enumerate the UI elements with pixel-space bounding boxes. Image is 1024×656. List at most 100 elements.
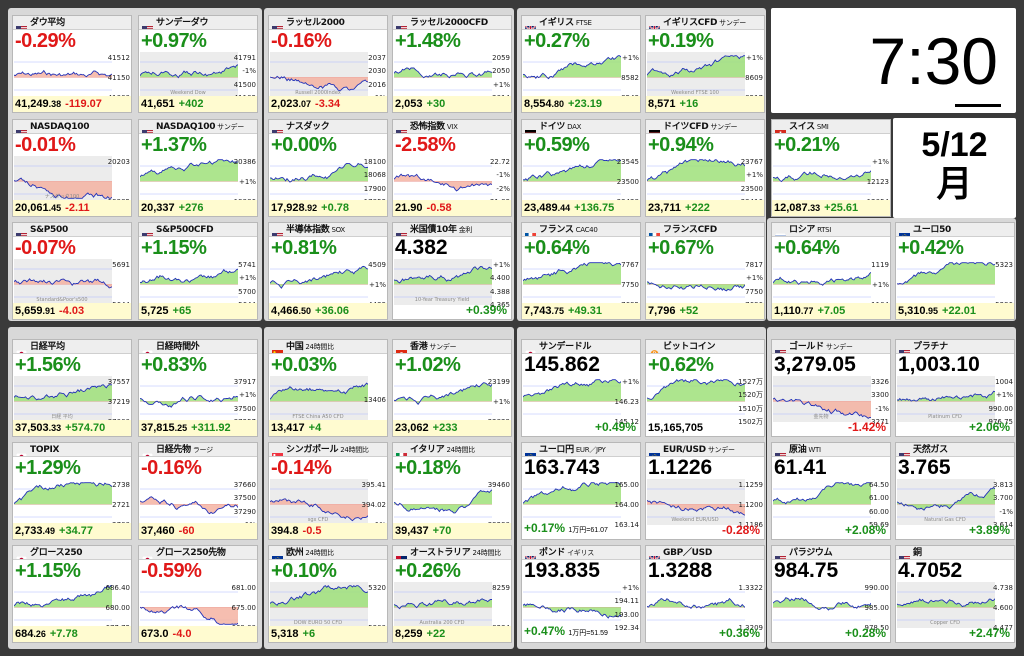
axis-label: 1.1186 xyxy=(738,521,764,529)
card-header: ラッセル2000 xyxy=(269,16,387,30)
price-highlight xyxy=(13,523,131,539)
ticker-card-eurjpy[interactable]: ユーロ円 EUR／JPY 165.00 164.00 163.14 163.743 +0.1… xyxy=(521,442,641,540)
axis-label: 394.02 xyxy=(361,501,387,509)
sparkline: Weekend FTSE 100 xyxy=(647,52,745,98)
ticker-sub: 24時間比 xyxy=(305,343,334,351)
ticker-value: 61.41 xyxy=(774,456,827,479)
ticker-card-pall[interactable]: パラジウム 990.00 985.00 978.50 984.75 +0.28% xyxy=(771,545,891,643)
sparkline xyxy=(647,156,745,202)
ticker-card-plat[interactable]: プラチナ Platinum CFD 1004 +1% 990.00 976.75 1,003… xyxy=(895,339,1015,437)
ticker-name: グロース250先物 xyxy=(156,548,226,558)
ticker-price: 7,796 +52 xyxy=(648,305,699,317)
ticker-change: +222 xyxy=(685,202,710,214)
ticker-card-n225x[interactable]: 日経時間外37917+1%3750037257+0.83%37,815.25+3… xyxy=(138,339,258,437)
card-header: イタリア 24時間比 xyxy=(393,443,511,457)
ticker-change-pct: +0.47% 1万円=51.59 xyxy=(524,624,608,638)
sparkline xyxy=(773,582,871,628)
axis-label: 3.813 xyxy=(992,481,1013,489)
ticker-card-it[interactable]: イタリア24時間比3946039290+0.18%39,437+70 xyxy=(392,442,512,540)
ticker-sub: サンデー xyxy=(429,343,457,351)
ticker-card-spx[interactable]: S&P500Standard&Poor's50056915644-0.07%5,… xyxy=(12,222,132,320)
axis-label: +1% xyxy=(493,398,510,406)
ticker-card-g250f[interactable]: グロース250先物681.00675.00669.00-0.59%673.0-4… xyxy=(138,545,258,643)
card-header: NASDAQ100 xyxy=(13,120,131,134)
ticker-card-gbpjpy[interactable]: ポンド イギリス +1% 194.11 193.00 192.34 193.835 +0.47… xyxy=(521,545,641,643)
axis-label: 5320 xyxy=(368,584,386,592)
ticker-change: +22 xyxy=(426,628,446,640)
ticker-change: +52 xyxy=(679,305,699,317)
ticker-card-ndx[interactable]: NASDAQ100ナスダック1002020319985-0.01%20,061.… xyxy=(12,119,132,217)
ticker-change: +34.77 xyxy=(59,525,93,537)
ticker-change: +4 xyxy=(308,422,322,434)
ticker-change: +6 xyxy=(302,628,316,640)
ticker-value: 1,003.10 xyxy=(898,353,980,376)
ticker-card-us10y[interactable]: 米国債10年 金利 10-Year Treasury Yield +1% 4.400 4.… xyxy=(392,222,512,320)
ticker-card-gold[interactable]: ゴールド サンデー 金先物 3326 3300 -1% 3271 3,279.05 -1.42% xyxy=(771,339,891,437)
axis-label: 7750 xyxy=(621,281,639,289)
axis-label: 64.50 xyxy=(868,481,889,489)
card-header: 日経時間外 xyxy=(139,340,257,354)
axis-label: 7767 xyxy=(621,261,639,269)
flag-us-icon xyxy=(16,19,27,29)
axis-label: 3.700 xyxy=(992,494,1013,502)
ticker-card-gbpusd[interactable]: GBP／USD 1.3322 1.3209 1.3288 +0.36% xyxy=(645,545,765,643)
ticker-card-daxf[interactable]: ドイツCFDサンデー23767+1%2350023416+0.94%23,711… xyxy=(645,119,765,217)
ticker-sub: EUR／JPY xyxy=(575,446,606,454)
ticker-change-pct: +1.15% xyxy=(141,237,207,259)
sparkline xyxy=(394,479,492,525)
ticker-card-cac[interactable]: フランスCAC40776777507695+0.64%7,743.75+49.3… xyxy=(521,222,641,320)
sparkline: Copper CFD xyxy=(897,582,995,628)
ticker-name: ビットコイン xyxy=(663,342,716,352)
ticker-card-dax[interactable]: ドイツDAX235452350023428+0.59%23,489.44+136… xyxy=(521,119,641,217)
ticker-change-pct: +2.06% xyxy=(968,420,1010,434)
ticker-change-pct: +0.21% xyxy=(774,134,840,156)
ticker-sub: サンデー xyxy=(217,123,244,131)
ticker-sub: イギリス xyxy=(567,549,594,557)
sparkline xyxy=(394,376,492,422)
axis-label: 4509 xyxy=(368,261,386,269)
ticker-price: 39,437 +70 xyxy=(395,525,452,537)
ticker-card-usdjpyw[interactable]: サンデードル +1% 146.23 145.12 145.862 +0.49% xyxy=(521,339,641,437)
ticker-card-nasdaq[interactable]: ナスダック18100180681790017853+0.00%17,928.92… xyxy=(268,119,388,217)
ticker-card-cn[interactable]: 中国 24時間比 FTSE China A50 CFD 13406 +0.03% 13,4… xyxy=(268,339,388,437)
ticker-card-eurusd[interactable]: EUR/USD サンデー Weekend EUR/USD 1.1259 1.1200 1.… xyxy=(645,442,765,540)
axis-label: +1% xyxy=(872,158,889,166)
ticker-card-topix[interactable]: TOPIX273827212700+1.29%2,733.49+34.77 xyxy=(12,442,132,540)
ticker-card-g250[interactable]: グロース250686.40680.00677.72+1.15%684.26+7.… xyxy=(12,545,132,643)
ticker-card-dow[interactable]: ダウ平均415124115041000-0.29%41,249.38-119.0… xyxy=(12,15,132,113)
ticker-card-wti[interactable]: 原油 WTI 64.50 61.00 60.00 59.69 61.41 +2.08% xyxy=(771,442,891,540)
ticker-change-pct: -0.07% xyxy=(15,237,76,259)
ticker-card-btc[interactable]: B ビットコイン 1527万 1520万 1510万 1502万 +0.62% 15,165,… xyxy=(645,339,765,437)
ticker-name: S&P500 xyxy=(30,225,68,235)
price-highlight xyxy=(522,200,640,216)
axis-label: -1% xyxy=(242,67,256,75)
price-highlight xyxy=(393,420,511,436)
svg-text:Standard&Poor's500: Standard&Poor's500 xyxy=(36,297,87,303)
price-highlight xyxy=(13,420,131,436)
flag-jp-icon xyxy=(524,343,537,353)
ticker-card-sx5e[interactable]: ユーロ5053235296+0.42%5,310.95+22.01 xyxy=(895,222,1015,320)
date-panel: 5/12 月 xyxy=(893,118,1016,218)
ticker-change-pct: +0.42% xyxy=(898,237,964,259)
ticker-card-ndxf[interactable]: NASDAQ100サンデー20386+1%19986+1.37%20,337+2… xyxy=(138,119,258,217)
ticker-name: イタリア 24時間比 xyxy=(410,445,475,455)
ticker-card-ng[interactable]: 天然ガス Natural Gas CFD 3.813 3.700 -1% 3.614 3.7… xyxy=(895,442,1015,540)
ticker-card-copper[interactable]: 銅 Copper CFD 4.738 4.600 4.477 4.7052 +2.47% xyxy=(895,545,1015,643)
